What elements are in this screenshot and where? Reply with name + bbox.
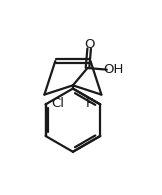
Text: OH: OH (103, 63, 123, 76)
Text: F: F (86, 97, 93, 110)
Text: Cl: Cl (51, 97, 64, 110)
Text: O: O (84, 38, 94, 51)
